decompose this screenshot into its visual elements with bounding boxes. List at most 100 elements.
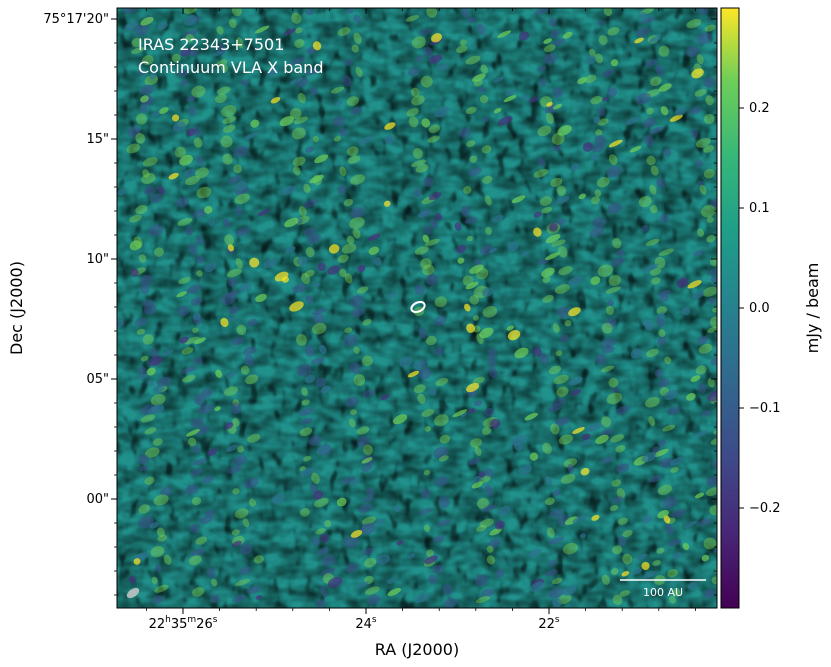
stripe-blob [292, 156, 306, 167]
stripe-blob [703, 113, 715, 125]
noise-blob [358, 136, 373, 145]
stripe-blob [123, 8, 139, 14]
noise-blob [694, 492, 705, 499]
stripe-blob [226, 268, 242, 278]
noise-blob [568, 307, 581, 317]
stripe-blob [670, 467, 679, 473]
stripe-blob [592, 216, 606, 228]
stripe-blob [232, 594, 246, 603]
colorbar-tick-label: 0.2 [749, 101, 770, 116]
stripe-blob [231, 337, 245, 346]
stripe-blob [339, 128, 348, 137]
stripe-blob [601, 416, 612, 428]
stripe-blob [231, 8, 242, 17]
stripe-blob [652, 559, 661, 566]
stripe-blob [547, 559, 557, 567]
stripe-blob [655, 64, 664, 76]
stripe-blob [220, 292, 236, 305]
stripe-blob [465, 106, 477, 115]
noise-blob [511, 434, 526, 446]
noise-blob [274, 271, 289, 282]
stripe-blob [247, 433, 261, 443]
noise-blob [582, 142, 593, 152]
noise-blob [555, 195, 570, 205]
stripe-blob [253, 555, 264, 564]
noise-blob [279, 116, 294, 127]
noise-blob [149, 72, 157, 80]
stripe-blob [303, 227, 316, 236]
stripe-blob [584, 74, 597, 84]
stripe-blob [662, 496, 678, 509]
stripe-blob [210, 578, 218, 587]
x-tick-label-22s: 22s [538, 615, 560, 632]
stripe-blob [350, 107, 362, 115]
stripe-blob [365, 586, 380, 595]
stripe-blob [657, 439, 667, 447]
stripe-blob [181, 347, 194, 355]
noise-blob [309, 174, 324, 184]
image-panel: 100 AU IRAS 22343+7501 Continuum VLA X b… [117, 8, 717, 608]
noise-blob [424, 555, 438, 565]
stripe-blob [709, 505, 717, 516]
stripe-blob [648, 416, 656, 427]
stripe-blob [667, 406, 681, 415]
stripe-blob [349, 362, 361, 374]
stripe-blob [468, 167, 482, 176]
stripe-blob [444, 597, 457, 608]
stripe-blob [141, 173, 156, 184]
stripe-blob [233, 164, 242, 174]
noise-blob [695, 429, 708, 437]
noise-blob [387, 578, 395, 584]
stripe-blob [556, 386, 569, 397]
stripe-blob [651, 277, 661, 285]
stripe-blob [420, 258, 432, 269]
stripe-blob [190, 468, 203, 476]
stripe-blob [425, 273, 439, 286]
stripe-blob [622, 530, 633, 538]
stripe-blob [324, 519, 332, 528]
noise-blob [621, 570, 630, 577]
stripe-blob [415, 55, 422, 62]
stripe-blob [658, 378, 670, 387]
stripe-blob [550, 29, 560, 38]
stripe-blob [349, 294, 364, 308]
noise-blob [263, 258, 277, 269]
stripe-blob [304, 345, 315, 357]
noise-blob [685, 393, 696, 401]
stripe-blob [552, 577, 563, 585]
noise-blob [304, 374, 316, 384]
noise-blob [648, 35, 662, 43]
noise-blob [392, 414, 408, 425]
stripe-blob [240, 365, 250, 375]
image-frame [116, 7, 718, 609]
stripe-blob [434, 296, 447, 308]
stripe-blob [239, 566, 252, 575]
noise-blob [172, 121, 186, 133]
stripe-blob [333, 136, 342, 142]
stripe-blob [339, 166, 347, 177]
stripe-blob [479, 95, 489, 104]
noise-blob [204, 205, 213, 214]
stripe-blob [195, 167, 209, 179]
stripe-blob [463, 186, 472, 194]
stripe-blob [465, 55, 481, 65]
stripe-blob [558, 434, 574, 445]
stripe-blob [138, 254, 147, 263]
noise-blob [636, 553, 648, 561]
noise-blob [320, 533, 329, 543]
stripe-blob [315, 528, 326, 535]
noise-blob [129, 240, 142, 251]
stripe-blob [135, 113, 148, 125]
colorbar-tick-label: 0.1 [749, 201, 770, 216]
stripe-blob [140, 414, 156, 423]
stripe-blob [475, 574, 488, 586]
noise-blob [386, 292, 398, 299]
stripe-blob [475, 596, 490, 604]
noise-blob [541, 267, 555, 278]
stripe-blob [144, 185, 156, 196]
noise-blob [687, 581, 698, 590]
noise-blob [522, 94, 530, 101]
stripe-blob [337, 254, 349, 263]
stripe-blob [227, 175, 242, 184]
stripe-blob [310, 357, 325, 365]
